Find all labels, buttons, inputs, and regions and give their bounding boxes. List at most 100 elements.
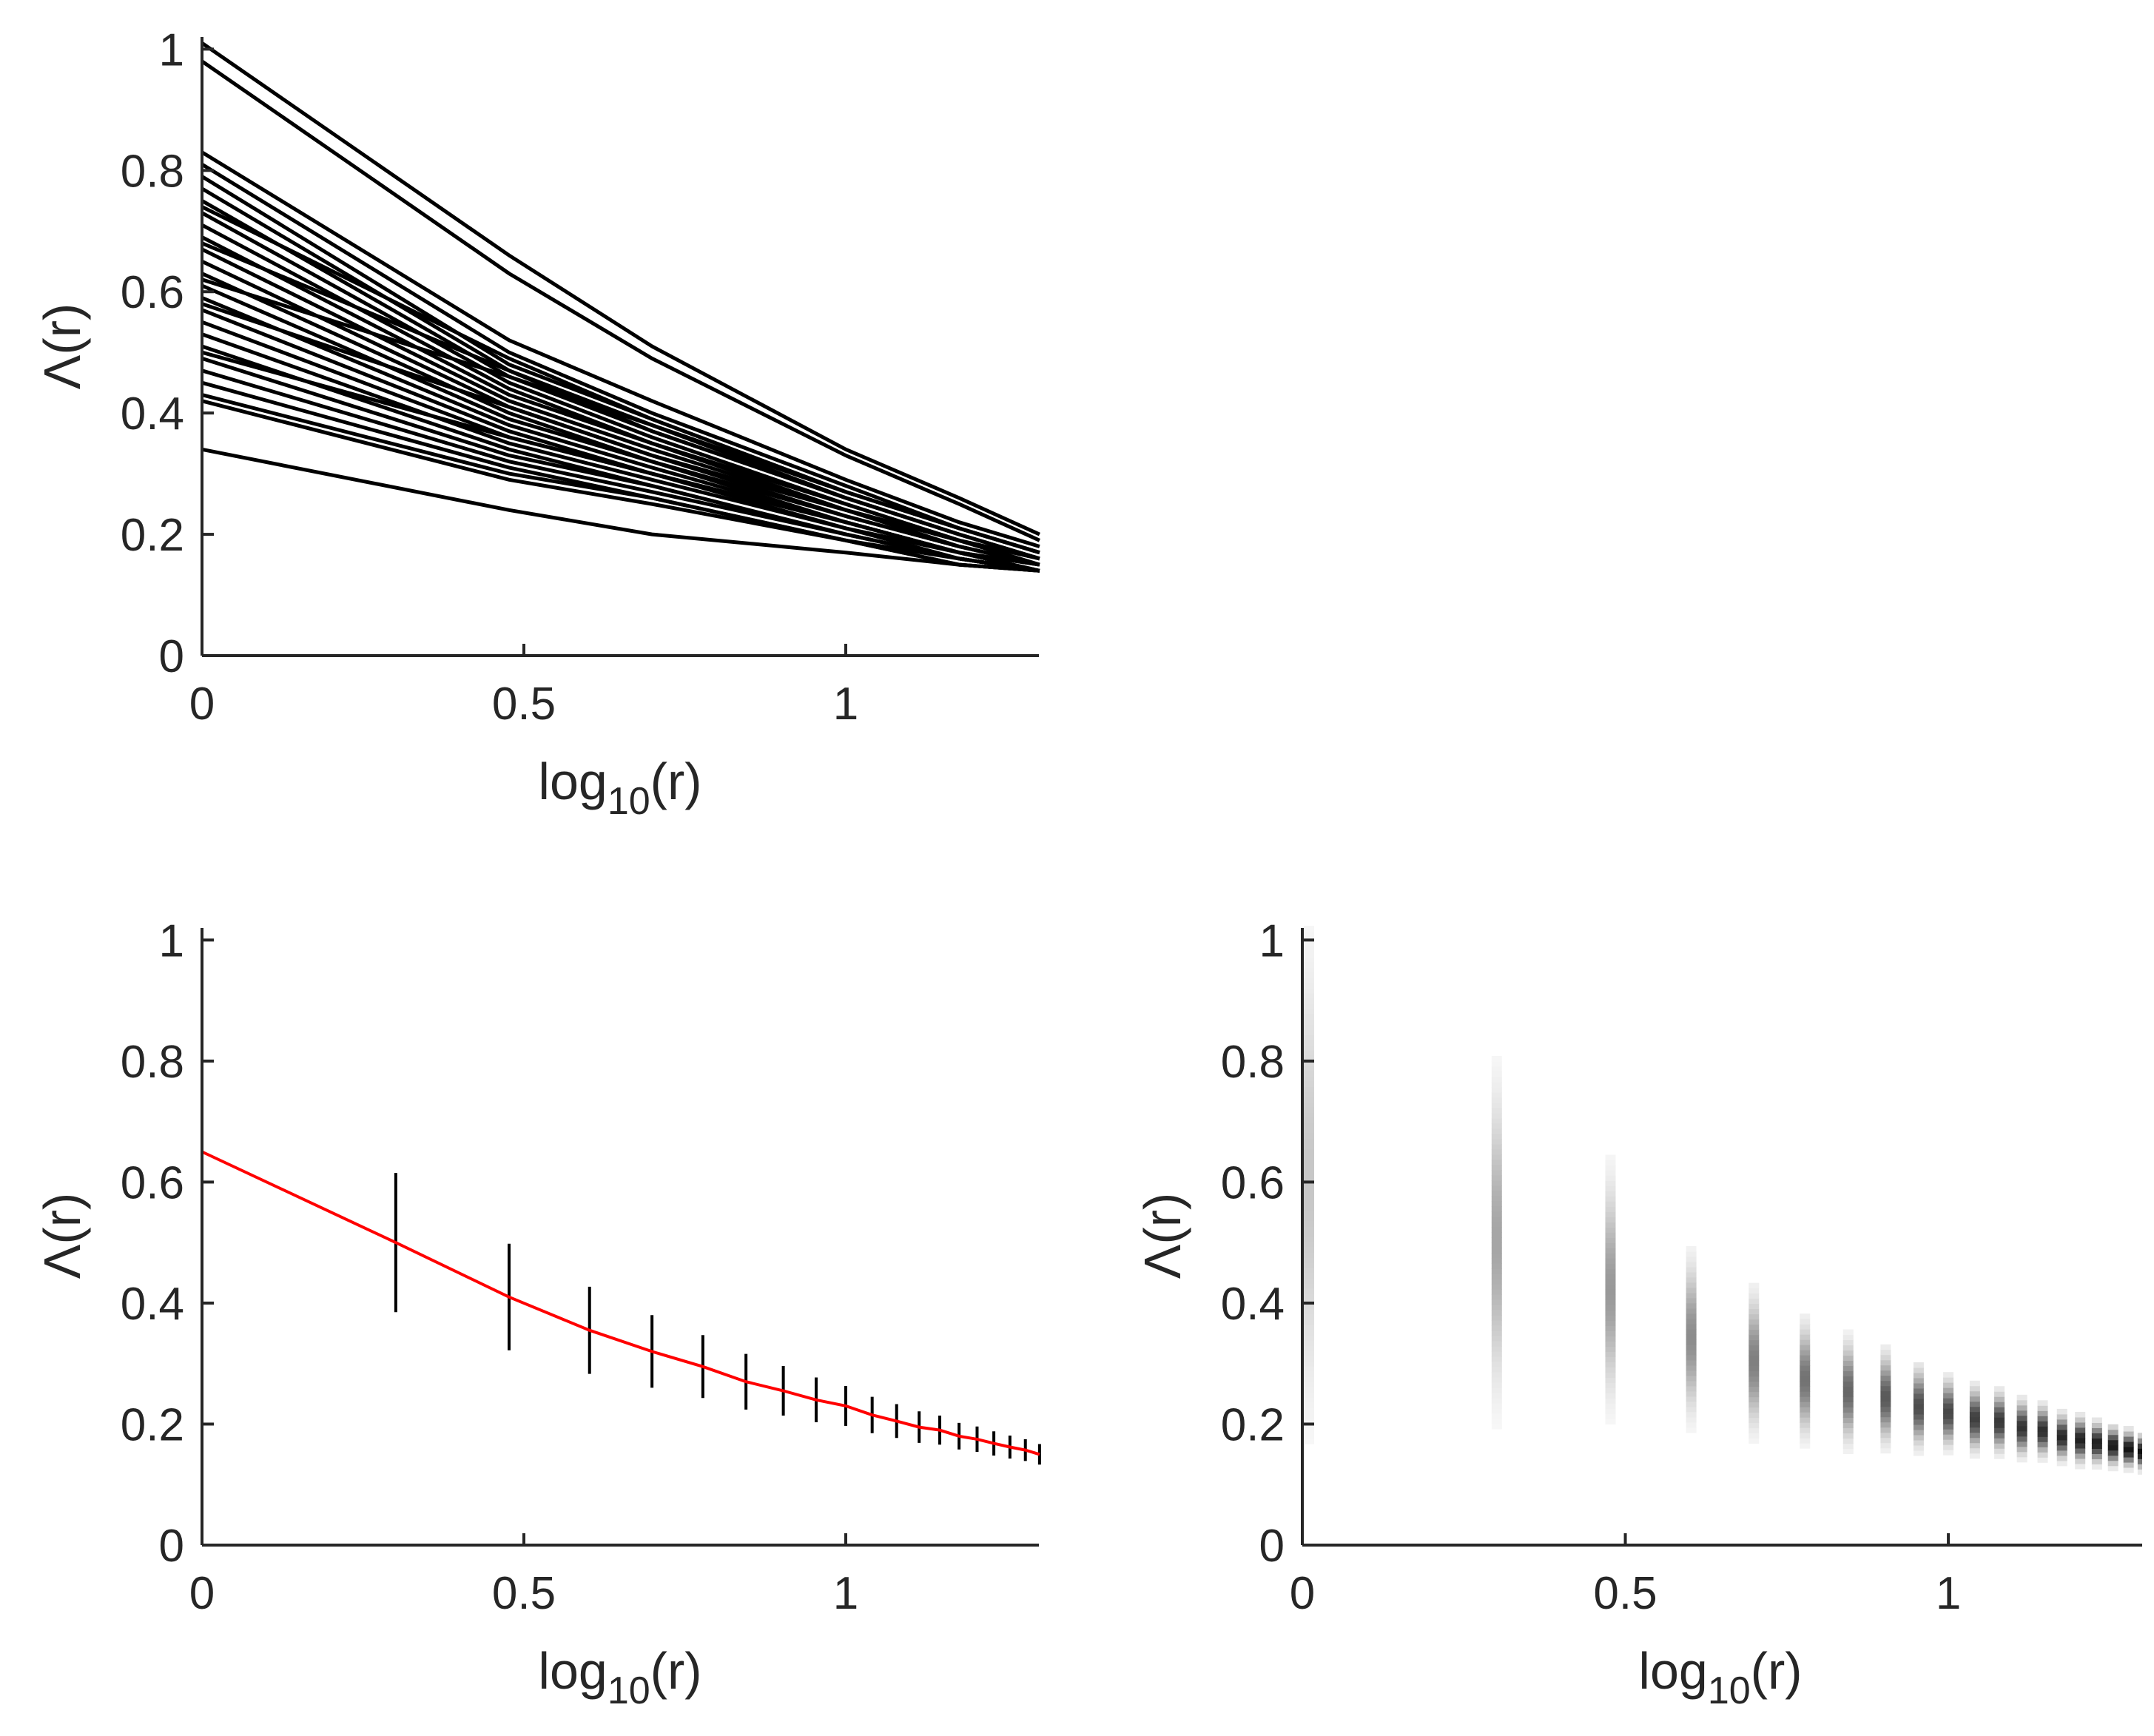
heatmap-cell-12 (2016, 1399, 2027, 1406)
heatmap-cell-7 (1880, 1359, 1891, 1366)
heatmap-cell-0 (1304, 1060, 1314, 1066)
heatmap-cell-3 (1686, 1354, 1697, 1361)
heatmap-cell-0 (1304, 978, 1314, 983)
heatmap-cell-0 (1304, 1003, 1314, 1009)
heatmap-cell-0 (1304, 1148, 1314, 1154)
heatmap-cell-1 (1491, 1356, 1502, 1362)
series-line-27 (201, 302, 1040, 567)
heatmap-cell-4 (1749, 1427, 1760, 1434)
heatmap-cell-4 (1749, 1339, 1760, 1346)
heatmap-cell-1 (1491, 1263, 1502, 1269)
x-axis-label: log10(r) (538, 1642, 701, 1712)
heatmap-cell-12 (2016, 1456, 2027, 1463)
heatmap-cell-6 (1842, 1427, 1854, 1434)
heatmap-cell-4 (1749, 1319, 1760, 1325)
heatmap-cell-0 (1304, 1340, 1314, 1346)
heatmap-cell-14 (2056, 1419, 2067, 1425)
heatmap-cell-6 (1842, 1443, 1854, 1450)
heatmap-cell-1 (1491, 1113, 1502, 1119)
heatmap-cell-8 (1913, 1444, 1924, 1451)
heatmap-cell-0 (1304, 1293, 1314, 1299)
heatmap-cell-1 (1491, 1232, 1502, 1238)
heatmap-cell-3 (1686, 1245, 1697, 1252)
heatmap-cell-3 (1686, 1323, 1697, 1330)
heatmap-cell-2 (1605, 1201, 1616, 1207)
heatmap-cell-10 (1969, 1453, 1980, 1459)
y-tick-label: 0.6 (1221, 1157, 1285, 1208)
heatmap-cell-10 (1969, 1411, 1980, 1418)
heatmap-cell-2 (1605, 1294, 1616, 1300)
heatmap-cell-0 (1304, 972, 1314, 978)
heatmap-cell-1 (1491, 1367, 1502, 1373)
heatmap-cell-3 (1686, 1370, 1697, 1376)
heatmap-cell-8 (1913, 1429, 1924, 1436)
series-line-29 (201, 205, 1040, 555)
heatmap-cell-14 (2056, 1408, 2067, 1415)
x-axis-label: log10(r) (538, 753, 701, 823)
heatmap-cell-9 (1943, 1408, 1954, 1414)
heatmap-cell-8 (1913, 1419, 1924, 1425)
heatmap-cell-2 (1605, 1274, 1616, 1279)
heatmap-cell-0 (1304, 1055, 1314, 1061)
heatmap-cell-1 (1491, 1382, 1502, 1388)
heatmap-cell-6 (1842, 1422, 1854, 1429)
heatmap-cell-3 (1686, 1396, 1697, 1402)
heatmap-cell-12 (2016, 1415, 2027, 1422)
heatmap-cell-0 (1304, 1066, 1314, 1071)
heatmap-cell-1 (1491, 1128, 1502, 1134)
heatmap-cell-0 (1304, 1029, 1314, 1035)
heatmap-cell-1 (1491, 1201, 1502, 1207)
heatmap-cell-2 (1605, 1362, 1616, 1367)
heatmap-cell-17 (2107, 1460, 2118, 1467)
heatmap-cell-8 (1913, 1450, 1924, 1456)
heatmap-cell-0 (1304, 1174, 1314, 1180)
heatmap-cell-16 (2091, 1464, 2102, 1470)
heatmap-cell-14 (2056, 1439, 2067, 1446)
heatmap-cell-0 (1304, 1107, 1314, 1113)
heatmap-cell-4 (1749, 1345, 1760, 1351)
y-axis-label: Λ(r) (1134, 1193, 1191, 1279)
heatmap-cell-2 (1605, 1263, 1616, 1269)
heatmap-cell-14 (2056, 1450, 2067, 1456)
heatmap-cell-13 (2037, 1405, 2048, 1411)
heatmap-cell-13 (2037, 1400, 2048, 1406)
heatmap-cell-13 (2037, 1410, 2048, 1416)
heatmap-cell-2 (1605, 1258, 1616, 1264)
heatmap-cell-6 (1842, 1345, 1854, 1351)
heatmap-cell-1 (1491, 1268, 1502, 1274)
heatmap-cell-7 (1880, 1370, 1891, 1376)
heatmap-cell-2 (1605, 1403, 1616, 1409)
heatmap-cell-0 (1304, 1314, 1314, 1320)
heatmap-cell-18 (2123, 1447, 2134, 1453)
heatmap-cell-11 (1994, 1396, 2005, 1402)
heatmap-cell-0 (1304, 1392, 1314, 1398)
heatmap-cell-1 (1491, 1056, 1502, 1062)
heatmap-cell-19 (2137, 1438, 2142, 1444)
heatmap-cell-4 (1749, 1438, 1760, 1444)
heatmap-cell-11 (1994, 1448, 2005, 1454)
heatmap-cell-9 (1943, 1382, 1954, 1388)
heatmap-cell-5 (1800, 1350, 1811, 1356)
heatmap-cell-7 (1880, 1380, 1891, 1387)
heatmap-cell-15 (2075, 1427, 2086, 1433)
heatmap-cell-8 (1913, 1439, 1924, 1446)
heatmap-cell-0 (1304, 1097, 1314, 1103)
heatmap-cell-17 (2107, 1450, 2118, 1456)
heatmap-cell-2 (1605, 1165, 1616, 1171)
heatmap-cell-9 (1943, 1424, 1954, 1430)
heatmap-cell-18 (2123, 1457, 2134, 1463)
heatmap-cell-0 (1304, 1252, 1314, 1258)
heatmap-cell-0 (1304, 1071, 1314, 1077)
heatmap-cell-9 (1943, 1377, 1954, 1383)
heatmap-cell-0 (1304, 1283, 1314, 1289)
heatmap-cell-1 (1491, 1077, 1502, 1083)
heatmap-cell-19 (2137, 1469, 2142, 1475)
heatmap-cell-0 (1304, 1402, 1314, 1408)
heatmap-cell-14 (2056, 1434, 2067, 1441)
heatmap-cell-0 (1304, 1076, 1314, 1082)
heatmap-cell-15 (2075, 1447, 2086, 1454)
heatmap-cell-0 (1304, 1133, 1314, 1139)
heatmap-cell-0 (1304, 952, 1314, 958)
y-tick-label: 0 (1259, 1521, 1285, 1572)
heatmap-cell-17 (2107, 1434, 2118, 1441)
